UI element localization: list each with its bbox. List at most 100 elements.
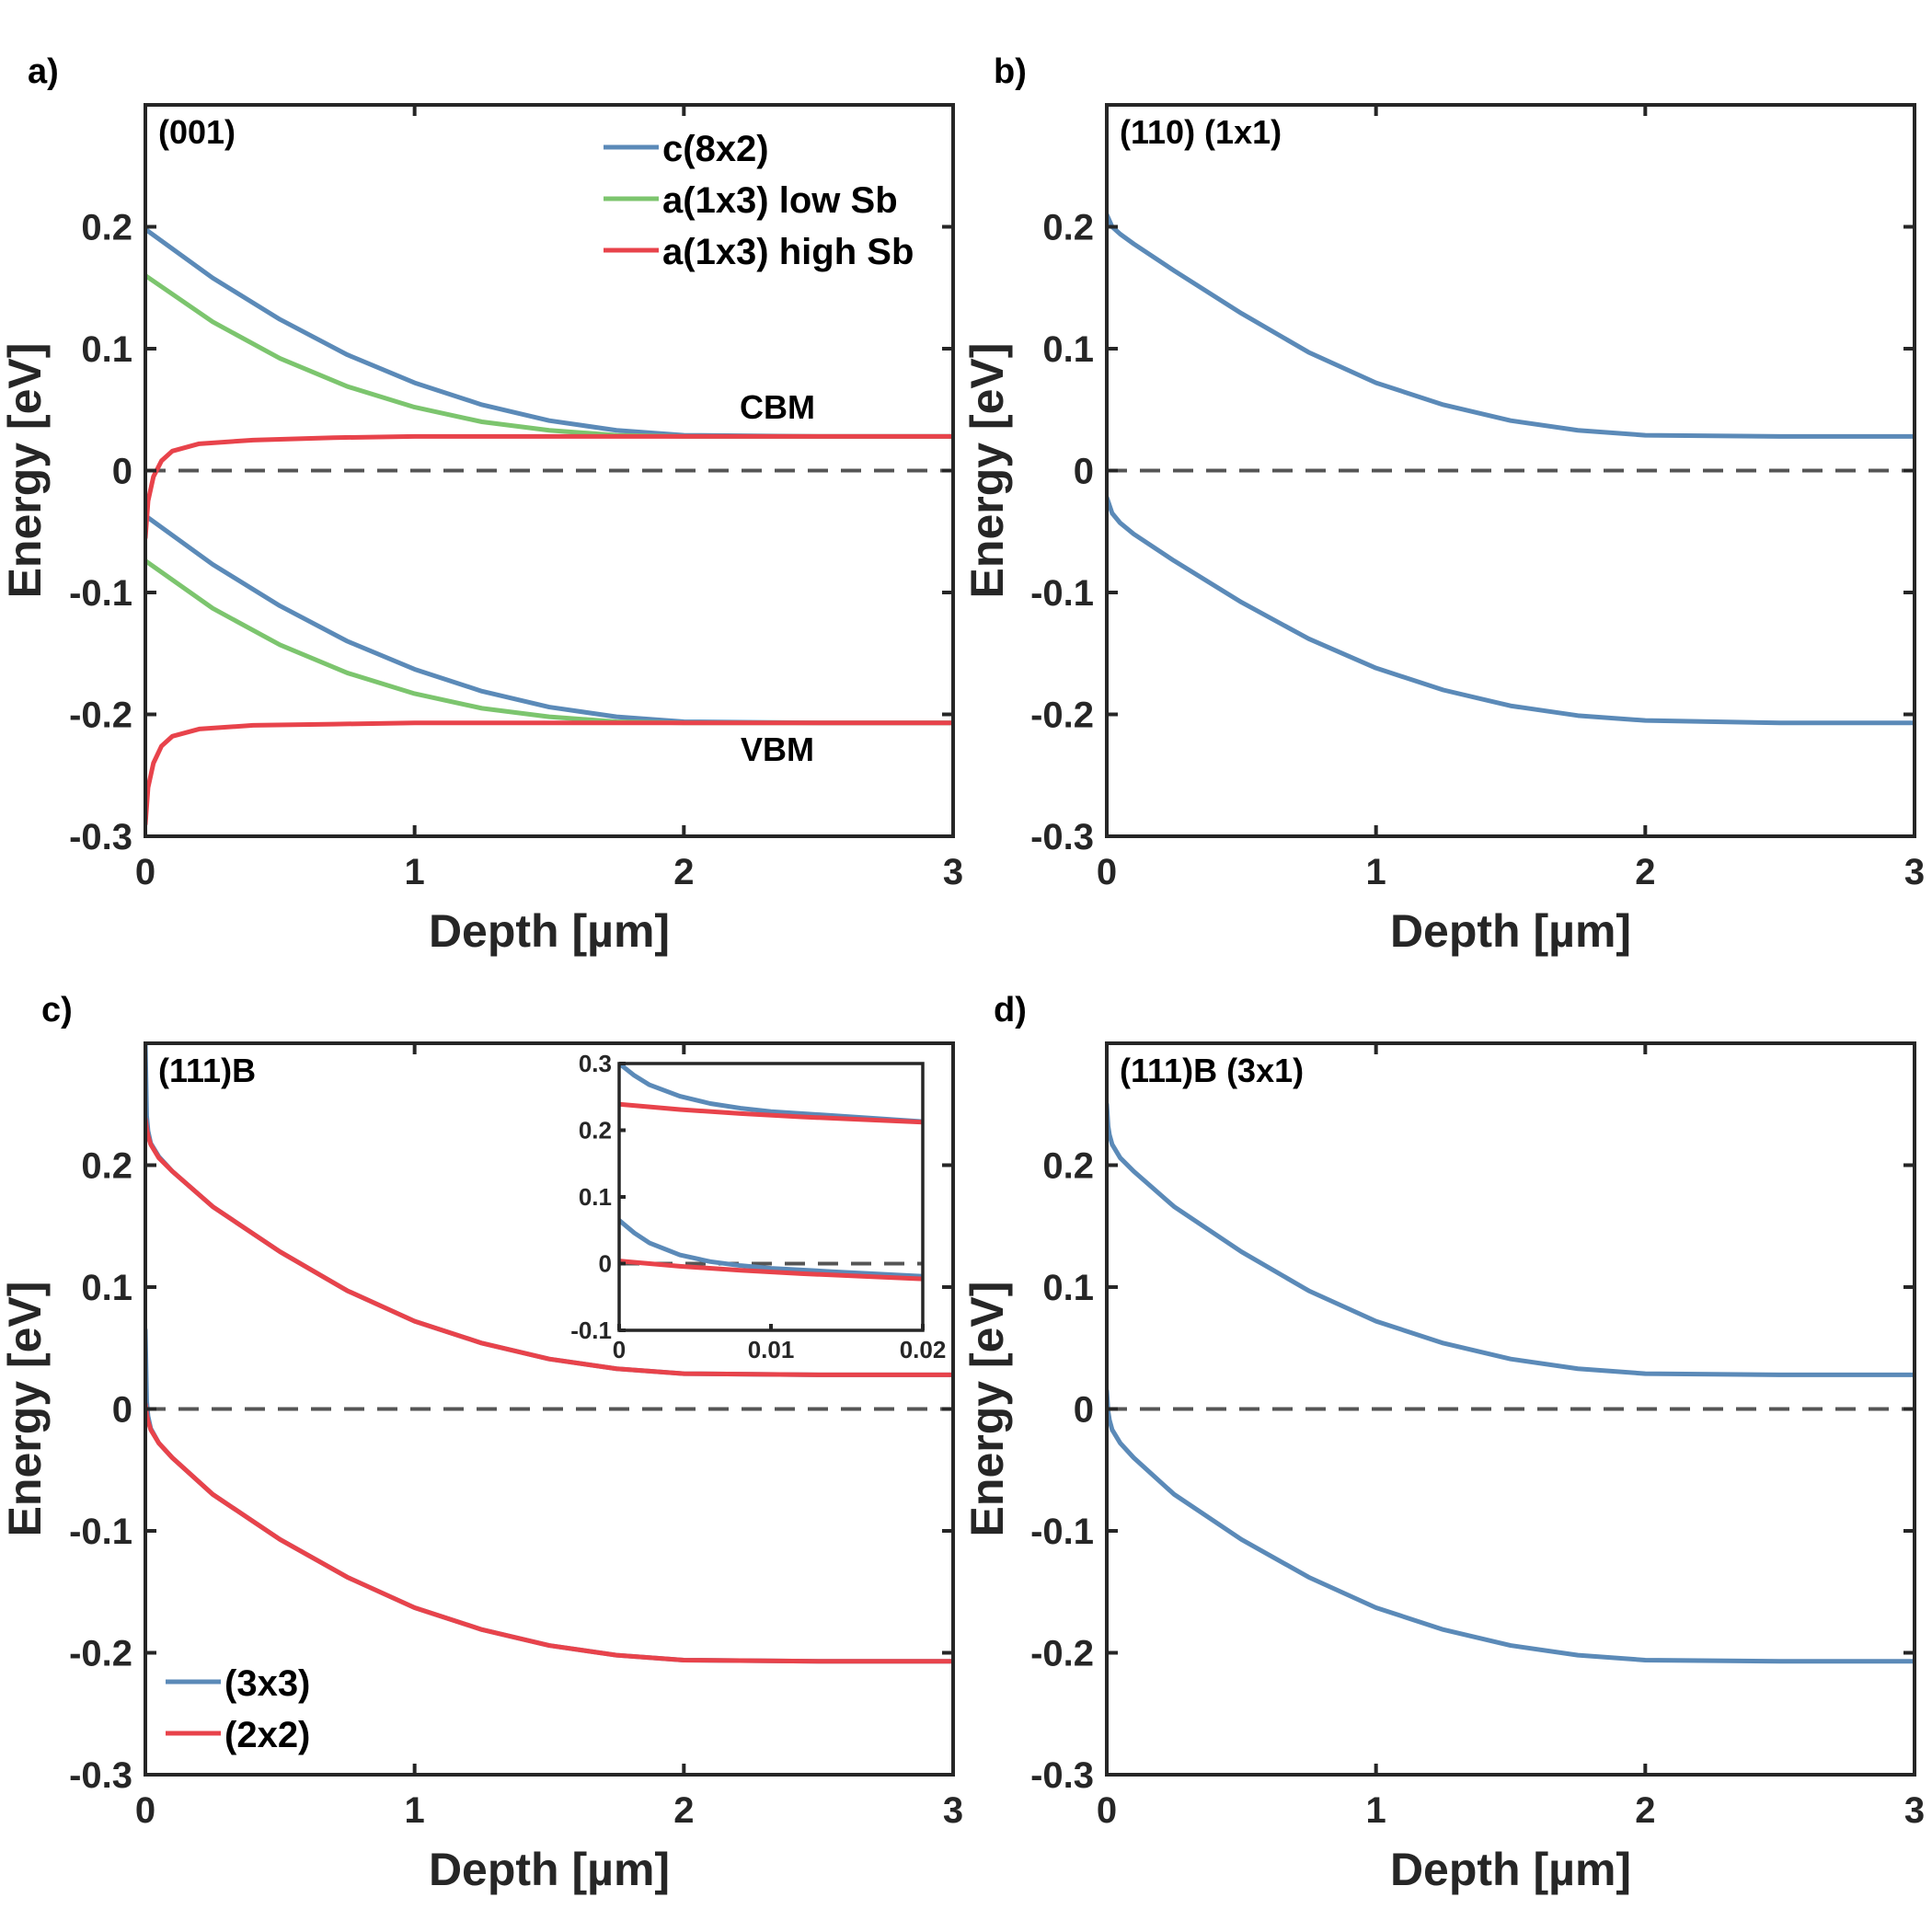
series-line-d-3x1-vbm [1107, 1388, 1915, 1664]
y-tick-label: -0.1 [69, 1512, 132, 1552]
panel-a: 0 1 2 3 -0.3 -0.2 -0.1 0 0.1 0.2 Depth [µm] Energy … [0, 52, 963, 957]
y-tick-label: -0.2 [1030, 1634, 1094, 1674]
inset-y-tick-label: 0.2 [579, 1117, 612, 1144]
y-axis-label: Energy [eV] [0, 1282, 51, 1537]
y-tick-label: 0.1 [81, 1268, 132, 1308]
series-group [1107, 1101, 1915, 1664]
x-tick-label: 0 [135, 1790, 155, 1831]
panel-d: 0 1 2 3 -0.3 -0.2 -0.1 0 0.1 0.2 Depth [µm] Energy … [961, 991, 1925, 1895]
series-line-inset-3x3-vbm [619, 1217, 923, 1279]
inset-y-tick-label: 0 [599, 1250, 612, 1278]
inset-y-tick-label: -0.1 [570, 1317, 612, 1344]
x-tick-label: 2 [1635, 1790, 1655, 1831]
y-tick-label: 0 [1074, 452, 1094, 492]
x-tick-label: 2 [1635, 852, 1655, 892]
x-tick-label: 1 [405, 1790, 425, 1831]
series-line-inset-2x2-cbm [619, 1101, 923, 1125]
series-line-inset-2x2-vbm [619, 1259, 923, 1282]
x-tick-label: 0 [1097, 852, 1117, 892]
x-tick-label: 3 [1904, 852, 1925, 892]
legend-label: a(1x3) high Sb [662, 232, 914, 272]
panel-title: (001) [158, 113, 236, 151]
y-tick-label: 0.2 [1042, 208, 1094, 248]
inset-x-tick-label: 0 [613, 1336, 626, 1363]
legend: c(8x2) a(1x3) low Sb a(1x3) high Sb [604, 129, 914, 272]
x-tick-label: 0 [1097, 1790, 1117, 1831]
x-tick-label: 2 [673, 852, 694, 892]
legend-label: a(1x3) low Sb [662, 180, 898, 221]
y-tick-label: -0.2 [69, 696, 132, 736]
y-tick-label: 0.1 [81, 329, 132, 370]
inset-plot: 0 0.01 0.02-0.100.10.20.3 [570, 1050, 946, 1363]
x-axis-label: Depth [µm] [1390, 1844, 1631, 1895]
inset-y-tick-label: 0.3 [579, 1050, 612, 1077]
panel-title: (110) (1x1) [1120, 113, 1282, 151]
series-line-c-2x2-vbm [145, 1401, 953, 1664]
panel-title: (111)B (3x1) [1120, 1052, 1304, 1089]
annotation-cbm: CBM [740, 388, 815, 426]
y-tick-label: 0.1 [1042, 1268, 1094, 1308]
legend-label: c(8x2) [662, 129, 769, 169]
inset-background [619, 1064, 923, 1330]
y-tick-label: -0.3 [69, 817, 132, 857]
x-tick-label: 1 [1366, 1790, 1386, 1831]
x-tick-label: 3 [943, 852, 963, 892]
legend: (3x3) (2x2) [166, 1663, 310, 1755]
series-line-b-1x1-vbm [1107, 495, 1915, 726]
y-axis-label: Energy [eV] [0, 343, 51, 599]
annotation-vbm: VBM [741, 730, 814, 768]
panel-letter: d) [994, 991, 1027, 1029]
y-tick-label: 0 [112, 452, 132, 492]
y-tick-label: 0.2 [1042, 1146, 1094, 1187]
x-axis-label: Depth [µm] [429, 1844, 670, 1895]
y-tick-label: -0.1 [69, 573, 132, 614]
series-line-d-3x1-cbm [1107, 1101, 1915, 1377]
inset-x-tick-label: 0.01 [748, 1336, 795, 1363]
panel-letter: b) [994, 52, 1027, 91]
inset-x-tick-label: 0.02 [900, 1336, 947, 1363]
y-tick-label: -0.2 [69, 1634, 132, 1674]
x-axis-label: Depth [µm] [1390, 905, 1631, 957]
series-line-b-1x1-cbm [1107, 212, 1915, 439]
y-tick-label: 0.1 [1042, 329, 1094, 370]
y-tick-label: -0.3 [1030, 817, 1094, 857]
inset-series-group [619, 1064, 923, 1282]
series-line-a-a1x3highsb-cbm [145, 433, 953, 540]
y-axis-label: Energy [eV] [961, 1282, 1013, 1537]
series-group [145, 226, 953, 827]
panel-letter: c) [41, 991, 73, 1029]
series-line-c-3x3-vbm [145, 1327, 953, 1664]
y-tick-label: -0.1 [1030, 573, 1094, 614]
legend-label: (3x3) [224, 1663, 310, 1704]
y-tick-label: 0 [1074, 1390, 1094, 1431]
panel-title: (111)B [158, 1052, 256, 1089]
series-line-a-a1x3highsb-vbm [145, 720, 953, 827]
y-tick-label: 0 [112, 1390, 132, 1431]
x-tick-label: 2 [673, 1790, 694, 1831]
y-tick-label: 0.2 [81, 1146, 132, 1187]
panel-b: 0 1 2 3 -0.3 -0.2 -0.1 0 0.1 0.2 Depth [µm] Energy … [961, 52, 1925, 957]
inset-y-tick-label: 0.1 [579, 1183, 612, 1211]
y-tick-label: -0.1 [1030, 1512, 1094, 1552]
panel-letter: a) [28, 52, 59, 91]
series-line-a-a1x3lowsb-vbm [145, 558, 953, 726]
x-tick-label: 0 [135, 852, 155, 892]
series-line-a-a1x3lowsb-cbm [145, 273, 953, 439]
x-tick-label: 1 [405, 852, 425, 892]
y-tick-label: -0.3 [1030, 1755, 1094, 1796]
series-group [1107, 212, 1915, 726]
y-tick-label: -0.2 [1030, 696, 1094, 736]
series-line-a-c8x2-vbm [145, 513, 953, 726]
x-tick-label: 1 [1366, 852, 1386, 892]
x-tick-label: 3 [1904, 1790, 1925, 1831]
series-group [145, 1043, 953, 1664]
legend-label: (2x2) [224, 1715, 310, 1755]
x-axis-label: Depth [µm] [429, 905, 670, 957]
series-line-inset-3x3-cbm [619, 1064, 923, 1124]
y-tick-label: -0.3 [69, 1755, 132, 1796]
y-tick-label: 0.2 [81, 208, 132, 248]
x-tick-label: 3 [943, 1790, 963, 1831]
y-axis-label: Energy [eV] [961, 343, 1013, 599]
